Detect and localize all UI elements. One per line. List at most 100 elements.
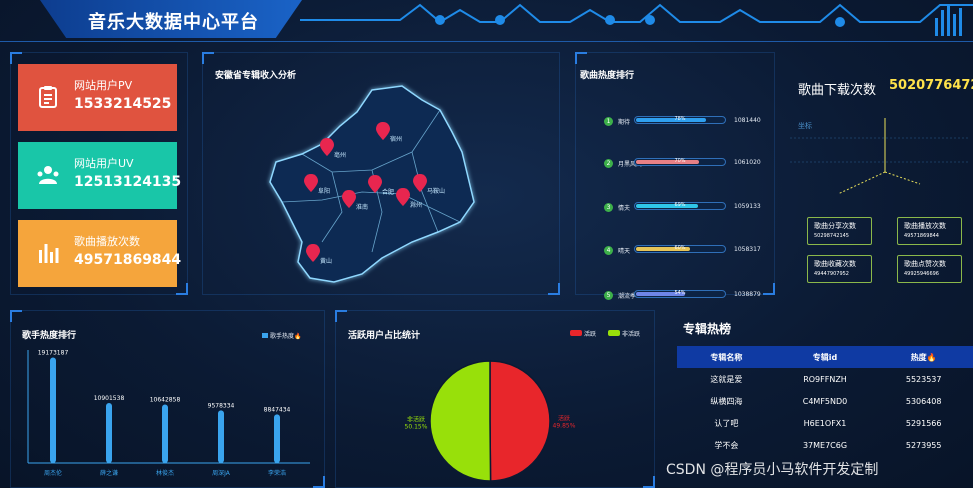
map-pin-huangshan[interactable]: 黄山: [306, 244, 332, 266]
pin-icon: [304, 174, 318, 192]
play-count: 1058317: [734, 246, 761, 253]
album-table: 专辑名称 专辑id 热度🔥 这就是爱 RO9FFNZH 5523537 纵横四海…: [677, 346, 973, 456]
column-header[interactable]: 专辑名称: [710, 352, 743, 362]
song-rank-row[interactable]: 3 情夫 69% 1059133: [598, 202, 768, 217]
map-pin-huainan[interactable]: 淮南: [342, 190, 368, 212]
category-label: 周深JA: [212, 469, 231, 477]
table-row[interactable]: 这就是爱 RO9FFNZH 5523537: [677, 368, 973, 390]
table-cell: 学不会: [714, 440, 739, 450]
pie-slice: [429, 360, 492, 482]
song-rank-row[interactable]: 2 月黑风高 70% 1061020: [598, 158, 768, 173]
song-rank-row[interactable]: 4 晴天 60% 1058317: [598, 245, 768, 260]
stat-card-uv: 网站用户UV 12513124135: [18, 142, 181, 209]
legend-swatch-active: [570, 330, 582, 336]
song-name: 月黑风高: [618, 161, 643, 168]
column-header[interactable]: 专辑id: [812, 352, 838, 362]
map-pin-suzhou[interactable]: 宿州: [376, 122, 402, 144]
pie-label: 活跃: [558, 415, 570, 423]
users-icon: [37, 166, 59, 184]
map-pin-fuyang[interactable]: 阜阳: [304, 174, 330, 196]
table-cell: H6E1OFX1: [803, 418, 847, 428]
title-plate: [40, 0, 302, 38]
singer-chart-title: 歌手热度排行: [22, 331, 77, 341]
active-chart-legend[interactable]: 活跃 非活跃: [570, 329, 640, 338]
singer-chart-legend[interactable]: 歌手热度🔥: [262, 331, 301, 340]
table-cell: 认了吧: [714, 418, 739, 428]
rank-badge: 1: [604, 117, 613, 126]
box-label: 歌曲收藏次数: [814, 260, 856, 268]
legend-swatch-inactive: [607, 330, 620, 336]
table-cell: RO9FFNZH: [803, 374, 847, 384]
table-cell: C4MF5ND0: [802, 396, 848, 406]
song-name: 潮流季: [618, 293, 637, 300]
watermark: CSDN @程序员小马软件开发定制: [666, 462, 879, 478]
pie-label: 非活跃: [407, 415, 425, 423]
table-cell: 5523537: [905, 374, 942, 384]
download-stat-box: 歌曲收藏次数 49447907952: [807, 255, 872, 283]
progress-label: 70%: [674, 158, 686, 164]
header-bar: 音乐大数据中心平台: [0, 0, 973, 42]
bar-value-label: 10642858: [150, 396, 181, 403]
stat-label: 歌曲播放次数: [74, 235, 140, 248]
pin-icon: [368, 175, 382, 193]
map-pin-hefei[interactable]: 合肥: [368, 175, 394, 197]
map-panel: [202, 52, 560, 295]
map-pin-chuzhou[interactable]: 滁州: [396, 188, 422, 210]
legend-swatch: [262, 333, 268, 338]
song-rank-row[interactable]: 5 潮流季 54% 1038879: [598, 290, 768, 305]
map-pin-maanshan[interactable]: 马鞍山: [413, 174, 445, 196]
album-chart-title: 专辑热榜: [683, 322, 732, 336]
header-decoration: [300, 3, 973, 36]
table-row[interactable]: 认了吧 H6E1OFX1 5291566: [677, 412, 973, 434]
axis-label: 坐标: [798, 121, 812, 130]
clipboard-icon: [39, 86, 57, 108]
progress-label: 60%: [674, 245, 686, 251]
rank-badge: 4: [604, 246, 613, 255]
bar-chart-icon: [39, 244, 59, 263]
rank-badge: 5: [604, 291, 613, 300]
download-value: 50207764729: [889, 78, 973, 93]
progress-track: 69%: [634, 202, 726, 210]
stat-value: 49571869844: [74, 252, 182, 268]
progress-label: 69%: [674, 202, 686, 208]
stat-card-pv: 网站用户PV 1533214525: [18, 64, 177, 131]
progress-fill: [636, 204, 699, 208]
column-header[interactable]: 热度🔥: [910, 352, 937, 362]
bar: [162, 404, 168, 463]
song-ranking-title: 歌曲热度排行: [580, 71, 635, 81]
album-table-header: 专辑名称 专辑id 热度🔥: [677, 346, 973, 368]
bar: [106, 403, 112, 463]
stat-value: 1533214525: [74, 96, 172, 112]
box-value: 50298742145: [814, 233, 849, 239]
active-chart-title: 活跃用户占比统计: [348, 331, 421, 341]
map-pin-bozhou[interactable]: 亳州: [320, 138, 346, 160]
song-rank-row[interactable]: 1 期待 78% 1081440: [598, 116, 768, 131]
table-row[interactable]: 学不会 37ME7C6G 5273955: [677, 434, 973, 456]
progress-track: 78%: [634, 116, 726, 124]
bar-value-label: 8847434: [264, 406, 291, 413]
category-label: 林俊杰: [156, 469, 174, 477]
stat-card-plays: 歌曲播放次数 49571869844: [18, 220, 181, 287]
bar-value-label: 19173187: [38, 350, 69, 357]
box-value: 49925946696: [904, 271, 939, 277]
pin-icon: [320, 138, 334, 156]
pin-icon: [376, 122, 390, 140]
song-name: 情夫: [618, 205, 631, 212]
pin-icon: [396, 188, 410, 206]
table-row[interactable]: 纵横四海 C4MF5ND0 5306408: [677, 390, 973, 412]
box-label: 歌曲分享次数: [814, 222, 856, 230]
city-label: 阜阳: [318, 188, 331, 195]
progress-fill: [636, 292, 685, 296]
play-count: 1081440: [734, 117, 761, 124]
city-label: 黄山: [320, 258, 333, 265]
rank-badge: 2: [604, 159, 613, 168]
pie-label: 49.85%: [553, 423, 576, 430]
city-label: 滁州: [410, 202, 423, 209]
pie-slice: [489, 360, 551, 482]
pin-icon: [306, 244, 320, 262]
city-label: 合肥: [382, 189, 395, 196]
progress-fill: [636, 118, 707, 122]
bar-value-label: 9578334: [208, 402, 235, 409]
pin-icon: [342, 190, 356, 208]
